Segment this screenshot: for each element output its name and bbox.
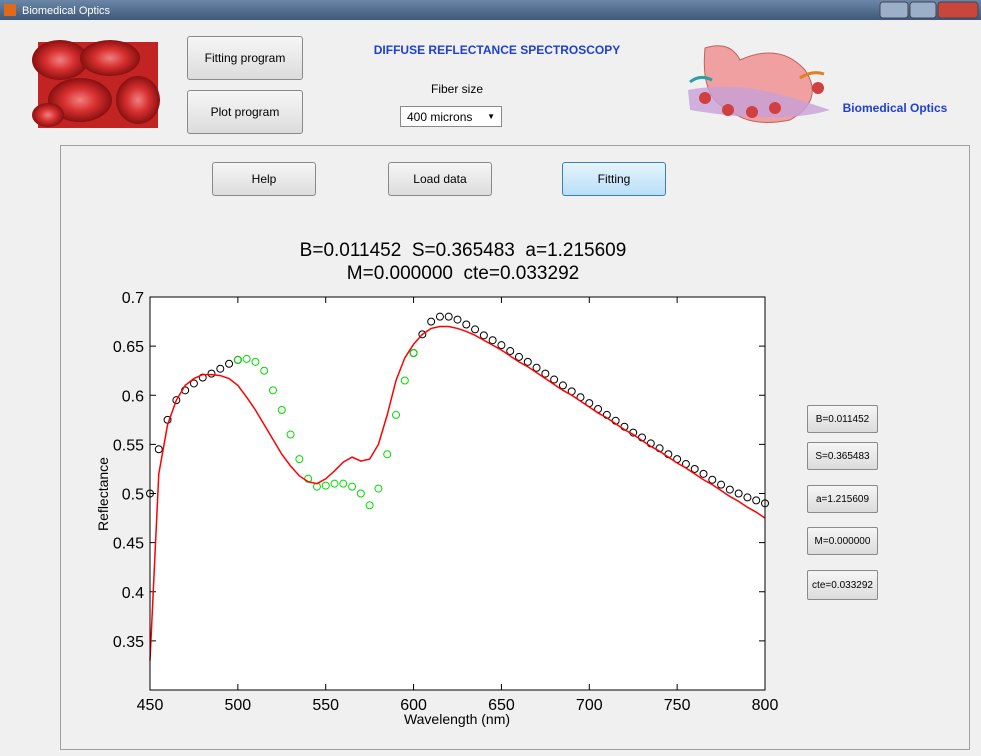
fiber-size-select[interactable]: 400 microns ▼: [400, 106, 502, 127]
data-point: [400, 376, 409, 385]
data-point: [717, 480, 726, 489]
close-button[interactable]: [937, 1, 979, 19]
result-b[interactable]: B=0.011452: [807, 405, 878, 433]
data-point: [462, 320, 471, 329]
app-heading: DIFFUSE REFLECTANCE SPECTROSCOPY: [374, 43, 620, 57]
data-point: [269, 386, 277, 395]
help-button[interactable]: Help: [212, 162, 316, 196]
fit-line: [149, 325, 766, 661]
data-point: [435, 312, 444, 321]
chart-title: B=0.011452 S=0.365483 a=1.215609: [300, 240, 627, 261]
data-point: [515, 352, 523, 361]
x-tick-label: 700: [576, 697, 603, 714]
plot-area: [150, 297, 765, 690]
data-point: [427, 317, 436, 326]
data-point: [242, 354, 251, 363]
y-tick-label: 0.45: [113, 536, 144, 553]
data-point: [725, 485, 734, 494]
x-tick-label: 500: [225, 697, 252, 714]
data-point: [444, 312, 453, 321]
fitting-program-button[interactable]: Fitting program: [187, 36, 303, 80]
data-point: [383, 450, 392, 459]
fiber-label: Fiber size: [431, 82, 483, 96]
data-point: [348, 482, 357, 491]
data-point: [734, 489, 743, 498]
data-point: [471, 325, 480, 334]
data-point: [550, 375, 559, 384]
data-point: [541, 369, 550, 378]
data-point: [418, 330, 427, 339]
data-point: [365, 501, 374, 510]
y-tick-label: 0.65: [113, 339, 144, 356]
y-tick-label: 0.4: [122, 585, 144, 602]
data-point: [295, 455, 304, 464]
data-point: [558, 381, 567, 390]
y-tick-label: 0.5: [122, 487, 144, 504]
data-point: [225, 359, 234, 368]
data-point: [708, 475, 717, 484]
app-icon: [4, 4, 16, 16]
x-tick-label: 750: [664, 697, 691, 714]
result-m[interactable]: M=0.000000: [807, 527, 878, 555]
maximize-button[interactable]: [909, 1, 937, 19]
data-point: [690, 464, 699, 473]
result-cte[interactable]: cte=0.033292: [807, 570, 878, 600]
data-point: [488, 336, 497, 345]
select-arrow: ▼: [487, 112, 495, 121]
data-point: [699, 469, 708, 478]
brand-label: Biomedical Optics: [843, 101, 948, 115]
data-point: [479, 331, 488, 340]
x-axis-label: Wavelength (nm): [404, 711, 510, 727]
data-point: [497, 341, 506, 350]
data-point: [277, 405, 286, 414]
fitting-button[interactable]: Fitting: [562, 162, 666, 196]
y-axis-label: Reflectance: [95, 457, 111, 531]
y-tick-label: 0.7: [122, 290, 144, 307]
data-point: [207, 369, 216, 378]
data-point: [523, 357, 532, 366]
load-data-button[interactable]: Load data: [388, 162, 492, 196]
data-point: [752, 496, 761, 505]
x-tick-label: 600: [400, 697, 427, 714]
restore-button[interactable]: [879, 1, 909, 19]
data-point: [506, 347, 515, 356]
result-s[interactable]: S=0.365483: [807, 442, 878, 470]
plot-program-button[interactable]: Plot program: [187, 90, 303, 134]
chart-subtitle: M=0.000000 cte=0.033292: [347, 263, 579, 284]
data-point: [743, 493, 752, 502]
data-point: [233, 355, 242, 364]
x-tick-label: 800: [752, 697, 779, 714]
data-point: [251, 357, 260, 366]
data-point: [286, 430, 295, 439]
data-point: [260, 366, 269, 375]
y-tick-label: 0.6: [122, 388, 144, 405]
window-title: Biomedical Optics: [22, 5, 111, 17]
data-point: [356, 489, 365, 498]
data-point: [330, 479, 339, 488]
data-point: [374, 484, 383, 493]
data-point: [172, 396, 181, 405]
data-point: [339, 479, 348, 488]
select-value: 400 microns: [407, 109, 473, 124]
blood-cells-image: [32, 40, 160, 128]
x-tick-label: 650: [488, 697, 515, 714]
data-point: [154, 445, 163, 454]
x-tick-label: 450: [137, 697, 164, 714]
data-point: [216, 364, 225, 373]
y-tick-label: 0.35: [113, 634, 144, 651]
x-tick-label: 550: [312, 697, 339, 714]
data-point: [321, 481, 330, 490]
lung-diagram: [688, 45, 830, 123]
y-tick-label: 0.55: [113, 437, 144, 454]
data-point: [453, 315, 462, 324]
data-point: [532, 363, 541, 372]
axes-frame: [149, 296, 766, 691]
data-point: [392, 410, 400, 419]
result-a[interactable]: a=1.215609: [807, 485, 878, 513]
title-bar: [0, 0, 981, 20]
data-point: [409, 349, 418, 358]
data-point: [189, 379, 198, 388]
